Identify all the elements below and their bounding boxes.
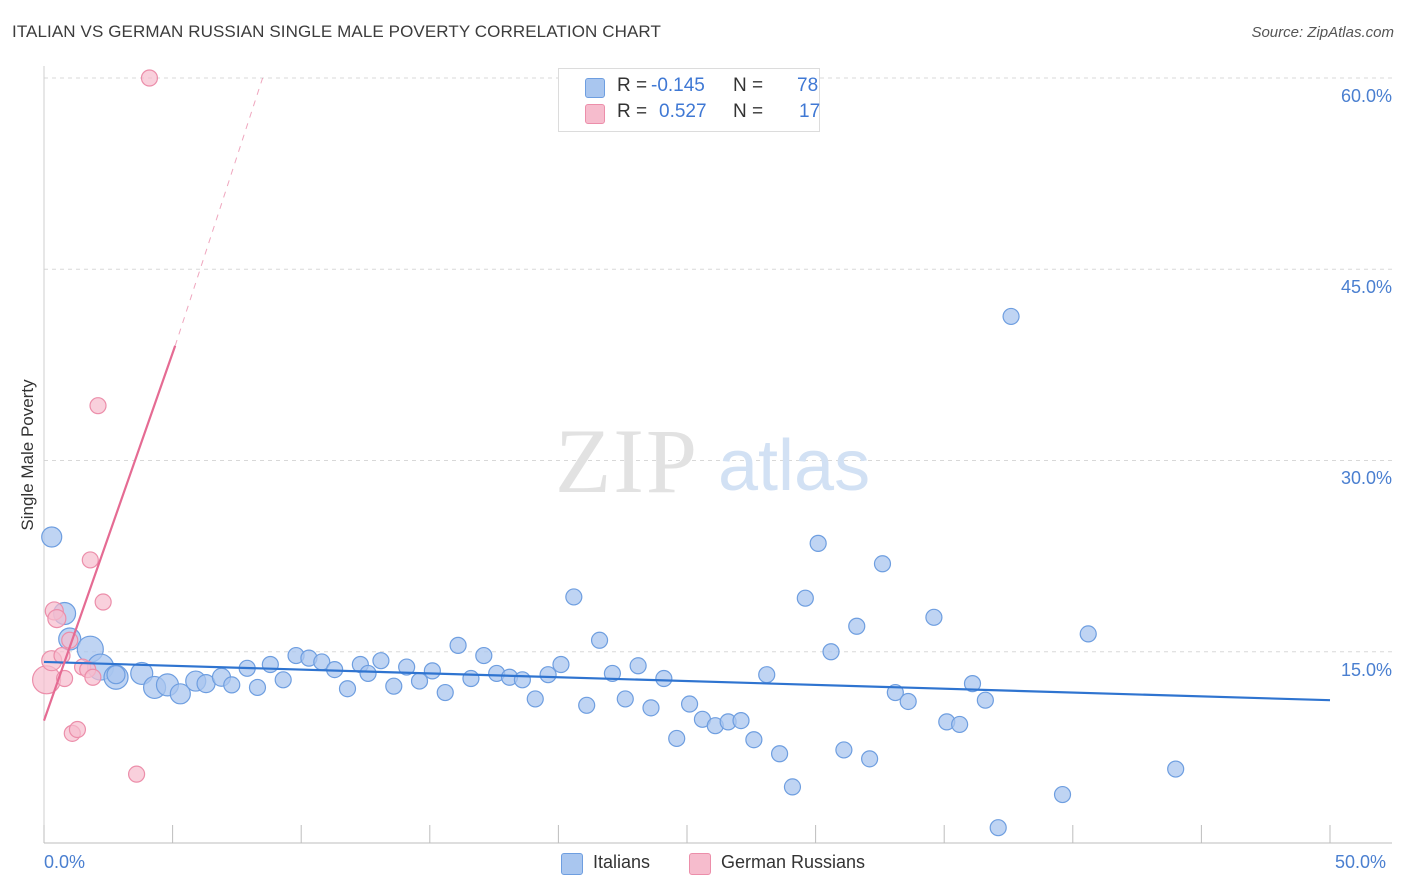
point-italians [655, 669, 673, 688]
x-tick-min: 0.0% [44, 852, 86, 872]
legend-swatch-italians [585, 78, 605, 98]
point-italians [372, 652, 390, 670]
point-italians [359, 664, 377, 683]
point-italians [822, 643, 840, 661]
point-italians [925, 608, 943, 626]
point-italians [436, 683, 454, 702]
point-german-russians [84, 668, 102, 686]
point-italians [590, 631, 609, 649]
point-italians [565, 588, 583, 606]
point-italians [732, 711, 750, 730]
point-german-russians [94, 593, 112, 611]
legend-n-value: 78 [797, 75, 819, 96]
point-italians [861, 750, 879, 768]
grid-lines [44, 77, 1392, 653]
legend-n-value: 17 [799, 101, 821, 122]
trend-line-german-russians-extension [174, 77, 264, 346]
point-italians [783, 778, 802, 796]
point-italians [385, 677, 403, 695]
legend-r-label: R = [617, 101, 648, 122]
bottom-legend-label-italians: Italians [593, 852, 651, 872]
point-italians [462, 669, 480, 688]
point-italians [449, 636, 467, 654]
point-italians [106, 665, 126, 685]
point-italians [616, 690, 634, 708]
watermark: ZIP atlas [555, 410, 870, 512]
point-german-russians [68, 720, 87, 739]
point-italians [848, 617, 866, 635]
legend-n-label: N = [733, 101, 764, 122]
point-italians [274, 671, 292, 689]
point-italians [578, 696, 596, 714]
point-italians [261, 655, 279, 674]
trend-line-italians [43, 660, 1331, 702]
legend-r-label: R = [617, 75, 648, 96]
point-italians [526, 690, 544, 708]
series-italians [41, 307, 1185, 837]
legend-r-value: -0.145 [651, 75, 705, 96]
point-italians [835, 741, 853, 759]
watermark-zip: ZIP [555, 410, 699, 512]
point-italians [680, 695, 699, 713]
point-italians [642, 699, 660, 717]
y-tick-45: 45.0% [1340, 277, 1392, 297]
point-italians [552, 655, 570, 674]
point-italians [629, 657, 647, 675]
point-italians [976, 691, 994, 709]
x-tick-max: 50.0% [1335, 852, 1387, 872]
bottom-legend-swatch-italians [561, 853, 583, 875]
legend-n-label: N = [733, 75, 764, 96]
legend-r-value: 0.527 [659, 101, 707, 122]
source-label: Source: ZipAtlas.com [1251, 24, 1394, 41]
point-italians [423, 662, 441, 680]
point-italians [1053, 785, 1072, 804]
point-italians [873, 555, 892, 573]
point-german-russians [127, 765, 146, 783]
point-italians [338, 680, 357, 698]
point-german-russians [140, 69, 159, 87]
point-italians [809, 534, 827, 552]
trend-lines [42, 77, 1331, 721]
point-italians [1079, 625, 1097, 643]
point-german-russians [89, 397, 107, 415]
correlation-legend: R = -0.145 N = 78 R = 0.527 N = 17 [558, 68, 820, 132]
point-italians [248, 678, 267, 697]
point-italians [513, 671, 531, 689]
point-italians [886, 683, 904, 702]
chart-title: ITALIAN VS GERMAN RUSSIAN SINGLE MALE PO… [12, 22, 661, 41]
point-italians [770, 745, 789, 763]
point-italians [603, 664, 622, 683]
point-italians [951, 715, 969, 734]
point-italians [1002, 307, 1020, 326]
point-italians [963, 675, 982, 693]
point-italians [539, 666, 557, 684]
point-italians [668, 729, 686, 748]
point-german-russians [47, 608, 67, 629]
point-italians [989, 819, 1007, 837]
watermark-atlas: atlas [718, 426, 870, 506]
point-italians [745, 731, 763, 749]
bottom-legend-swatch-german-russians [689, 853, 711, 875]
point-italians [169, 683, 191, 705]
legend-swatch-german-russians [585, 104, 605, 124]
axes [43, 66, 1392, 844]
point-italians [1167, 760, 1185, 778]
y-tick-60: 60.0% [1340, 86, 1392, 106]
point-german-russians [81, 551, 99, 569]
bottom-legend-label-german-russians: German Russians [721, 852, 866, 872]
y-tick-15: 15.0% [1340, 660, 1392, 680]
point-italians [475, 646, 493, 665]
y-axis-label: Single Male Poverty [18, 379, 37, 531]
point-italians [41, 526, 63, 548]
point-italians [758, 666, 776, 684]
point-italians [796, 589, 814, 607]
trend-line-german-russians [42, 345, 177, 721]
point-italians [223, 676, 241, 694]
y-tick-30: 30.0% [1340, 468, 1392, 488]
point-italians [899, 692, 917, 711]
point-italians [398, 658, 416, 676]
